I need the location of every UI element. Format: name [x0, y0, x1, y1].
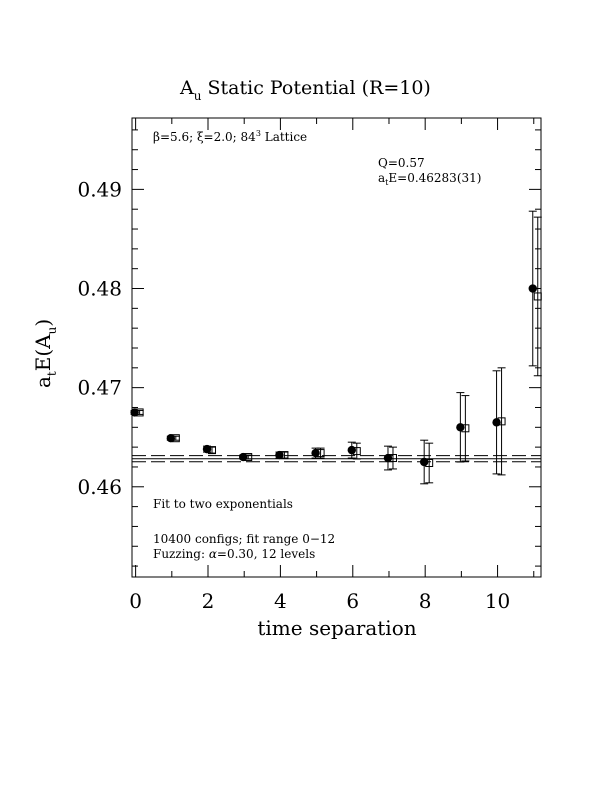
- fit-annotation: Fit to two exponentials: [153, 497, 293, 511]
- y-tick-label: 0.47: [77, 376, 122, 400]
- x-tick-label: 10: [485, 589, 510, 613]
- fit-band: [132, 455, 541, 463]
- x-tick-label: 6: [346, 589, 359, 613]
- configs-annotation: 10400 configs; fit range 0−12: [153, 532, 335, 546]
- axis-ticks: [132, 118, 541, 577]
- data-point-circle: [383, 453, 393, 463]
- chart-title: Au Static Potential (R=10): [179, 77, 431, 103]
- data-point-circle: [166, 434, 176, 443]
- data-point-square: [280, 451, 289, 460]
- fuzzing-annotation: Fuzzing: α=0.30, 12 levels: [153, 547, 315, 561]
- data-point-circle: [275, 450, 284, 460]
- lattice-annotation: β=5.6; ξ=2.0; 843 Lattice: [153, 129, 307, 144]
- data-point-circle: [311, 448, 320, 458]
- y-tick-label: 0.48: [77, 277, 122, 301]
- x-tick-label: 2: [202, 589, 215, 613]
- y-axis-label: atE(Au): [31, 319, 59, 388]
- y-tick-label: 0.46: [77, 475, 122, 499]
- data-point-square: [461, 424, 470, 433]
- data-point-square: [171, 434, 180, 443]
- x-tick-label: 0: [129, 589, 142, 613]
- data-point-circle: [239, 452, 248, 462]
- data-point-square: [388, 454, 397, 463]
- data-point-square: [135, 408, 144, 417]
- data-point-circle: [130, 408, 139, 417]
- y-tick-label: 0.49: [77, 177, 122, 201]
- data-point-square: [425, 458, 434, 467]
- data-point-square: [533, 292, 542, 301]
- data-point-square: [352, 447, 361, 456]
- energy-annotation: atE=0.46283(31): [378, 171, 481, 187]
- data-point-square: [497, 417, 506, 426]
- tick-labels: 0 2 4 6 8 10 0.46 0.47 0.48 0.49: [77, 177, 510, 613]
- data-point-circle: [528, 284, 537, 293]
- data-point-square: [316, 449, 325, 458]
- x-axis-label: time separation: [257, 616, 416, 640]
- data-point-square: [244, 453, 253, 462]
- data-point-square: [208, 446, 217, 455]
- x-tick-label: 4: [274, 589, 287, 613]
- data-points: [130, 210, 542, 485]
- q-value-annotation: Q=0.57: [378, 156, 425, 170]
- x-tick-label: 8: [419, 589, 432, 613]
